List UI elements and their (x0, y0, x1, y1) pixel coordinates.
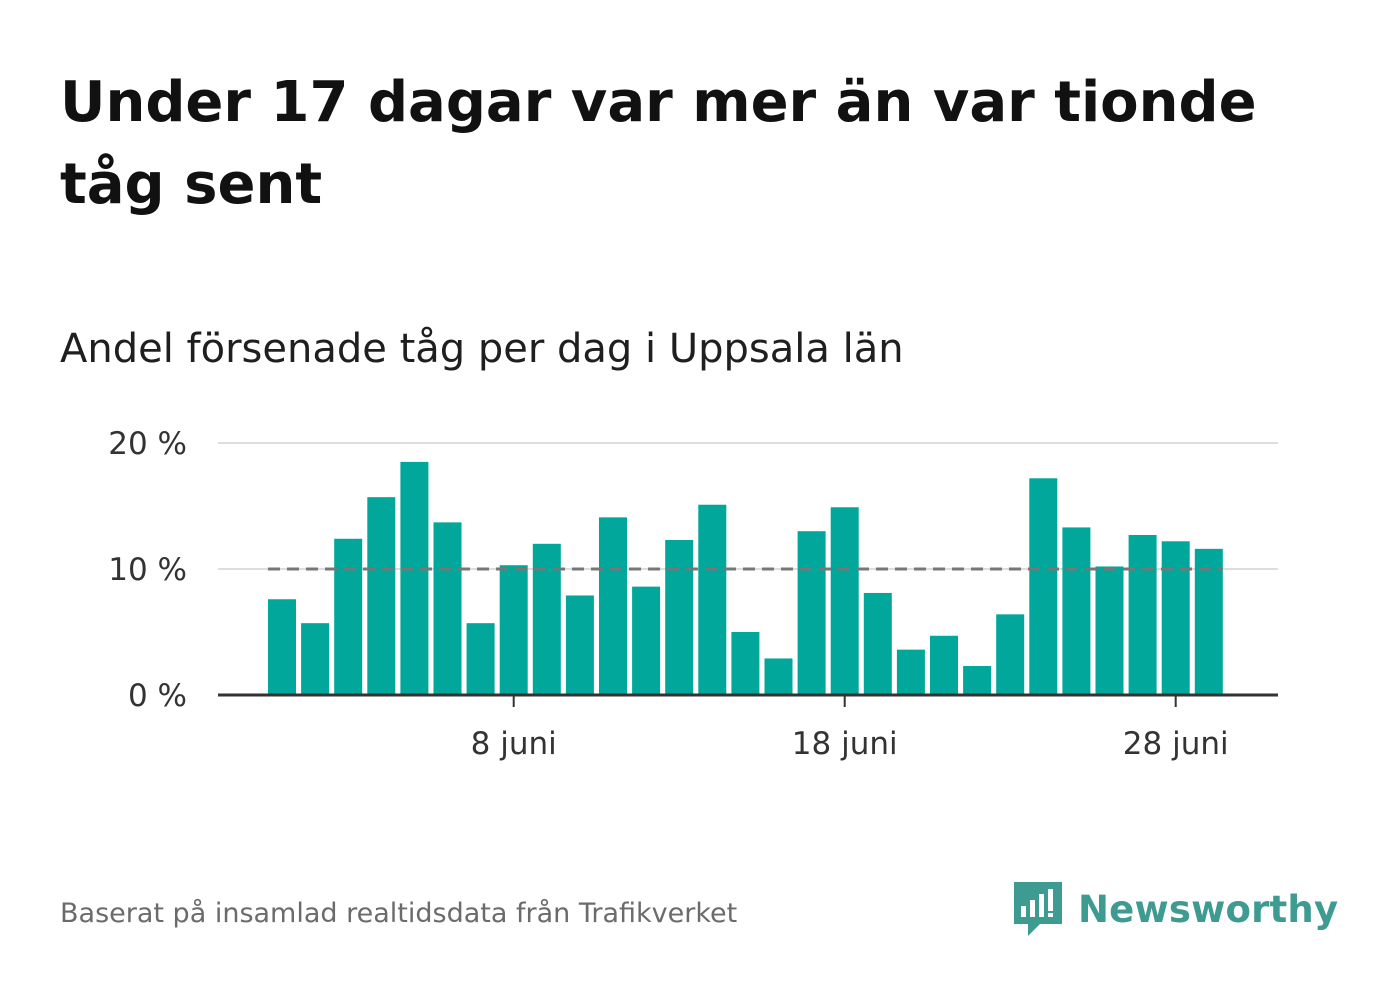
bar (466, 623, 495, 695)
bar (1095, 566, 1124, 695)
bar (1029, 478, 1058, 695)
x-tick-label: 18 juni (792, 726, 898, 762)
bar (764, 658, 793, 695)
bar (565, 595, 594, 695)
y-tick-label: 20 % (108, 426, 187, 462)
bar (334, 538, 363, 695)
x-tick-label: 28 juni (1123, 726, 1229, 762)
bar (996, 614, 1025, 695)
bar (896, 649, 925, 695)
brand-name: Newsworthy (1078, 887, 1339, 931)
bar (731, 632, 760, 695)
bar (433, 522, 462, 695)
bars (268, 461, 1223, 695)
bar (1161, 541, 1190, 695)
brand-logo: Newsworthy (1010, 878, 1338, 940)
bar-chart: 0 % 10 % 20 % 8 juni 18 juni 28 juni (108, 426, 1278, 762)
bar (1194, 548, 1223, 695)
bar (599, 517, 627, 695)
bar (532, 543, 561, 695)
y-tick-label: 0 % (128, 678, 187, 714)
bar (632, 586, 661, 695)
newsworthy-logo-icon (1014, 882, 1062, 936)
bar (268, 599, 296, 695)
bar (367, 497, 396, 695)
bar (665, 540, 694, 695)
bar (963, 666, 992, 695)
chart-subtitle: Andel försenade tåg per dag i Uppsala lä… (60, 326, 904, 372)
chart-title: Under 17 dagar var mer än var tionde tåg… (60, 70, 1257, 217)
bar (1128, 534, 1157, 695)
axes: 0 % 10 % 20 % 8 juni 18 juni 28 juni (108, 426, 1278, 762)
bar (830, 507, 859, 695)
bar (499, 565, 528, 695)
bar (930, 635, 958, 695)
x-tick-label: 8 juni (471, 726, 557, 762)
y-tick-label: 10 % (108, 552, 187, 588)
bar (301, 623, 330, 695)
bar (797, 531, 826, 695)
source-note: Baserat på insamlad realtidsdata från Tr… (60, 898, 738, 929)
bar (400, 461, 429, 695)
bar (863, 592, 892, 695)
bar (1062, 527, 1091, 695)
bar (698, 504, 727, 695)
